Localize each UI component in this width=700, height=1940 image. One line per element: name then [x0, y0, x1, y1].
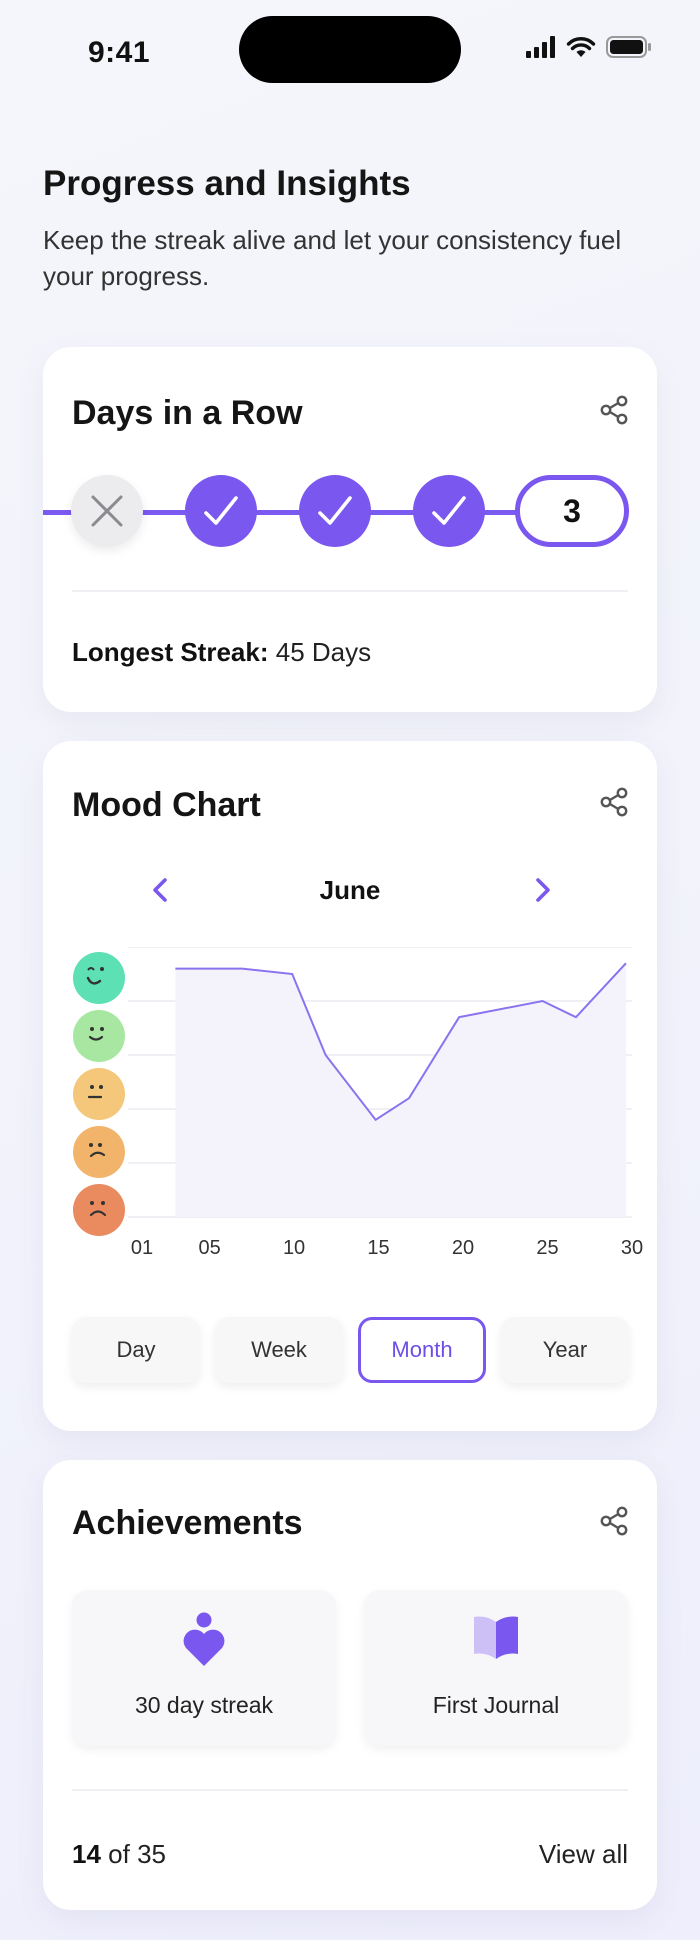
achievements-earned: 14	[72, 1839, 101, 1869]
longest-streak-value: 45 Days	[275, 637, 372, 667]
x-tick-label: 25	[536, 1237, 559, 1259]
x-tick-label: 10	[282, 1237, 306, 1259]
mood-card-title: Mood Chart	[72, 786, 261, 824]
achievements-count: 14 of 35	[72, 1839, 166, 1870]
battery-icon	[606, 36, 651, 58]
check-icon	[432, 496, 466, 525]
streak-heart-icon	[72, 1612, 336, 1668]
signal-icon	[526, 36, 555, 58]
status-icons	[526, 36, 652, 58]
achievement-label: First Journal	[432, 1692, 560, 1718]
mood-chart: 01 05 10 15 20 25 30	[72, 947, 643, 1259]
mood-chart-card: Mood Chart June	[43, 741, 657, 1431]
x-tick-label: 20	[451, 1237, 475, 1259]
sad-face-icon	[73, 1126, 125, 1178]
achievement-label: 30 day streak	[134, 1692, 274, 1718]
share-icon[interactable]	[599, 787, 629, 817]
mood-chart-plot	[128, 947, 632, 1218]
streak-track	[43, 510, 523, 515]
range-week-button[interactable]: Week	[215, 1317, 343, 1383]
achievements-title: Achievements	[72, 1504, 303, 1542]
x-tick-label: 15	[367, 1237, 390, 1259]
close-icon	[91, 495, 123, 527]
streak-card: Days in a Row 3 Longest Streak: 45 Days	[43, 347, 657, 712]
day-done-marker	[185, 475, 257, 547]
day-done-marker	[299, 475, 371, 547]
x-tick-label: 05	[198, 1237, 221, 1259]
very-sad-face-icon	[73, 1184, 125, 1236]
status-time: 9:41	[88, 36, 151, 69]
wifi-icon	[566, 37, 596, 57]
very-happy-face-icon	[73, 952, 125, 1004]
achievements-total: of 35	[108, 1839, 166, 1869]
current-streak-badge: 3	[515, 475, 629, 547]
mood-area	[175, 963, 626, 1217]
streak-card-title: Days in a Row	[72, 394, 303, 432]
book-icon	[364, 1612, 628, 1662]
chevron-right-icon[interactable]	[528, 873, 558, 907]
divider	[72, 590, 628, 592]
chevron-left-icon[interactable]	[145, 873, 175, 907]
view-all-link[interactable]: View all	[538, 1839, 628, 1869]
achievement-first-journal[interactable]: First Journal	[364, 1590, 628, 1746]
share-icon[interactable]	[599, 1506, 629, 1536]
achievements-card: Achievements 30 day streak First Journal…	[43, 1460, 657, 1910]
page-subtitle: Keep the streak alive and let your consi…	[43, 225, 622, 291]
dynamic-island	[239, 16, 461, 83]
month-navigator: June	[43, 871, 657, 911]
x-tick-label: 30	[620, 1237, 644, 1259]
check-icon	[318, 496, 352, 525]
range-month-button[interactable]: Month	[358, 1317, 486, 1383]
day-done-marker	[413, 475, 485, 547]
mood-line	[175, 962, 627, 1122]
longest-streak-label: Longest Streak:	[72, 637, 269, 667]
status-bar: 9:41	[0, 0, 700, 105]
day-missed-marker	[71, 475, 143, 547]
neutral-face-icon	[73, 1068, 125, 1120]
range-day-button[interactable]: Day	[72, 1317, 200, 1383]
x-tick-label: 01	[130, 1237, 154, 1259]
longest-streak: Longest Streak: 45 Days	[72, 637, 371, 668]
happy-face-icon	[73, 1010, 125, 1062]
share-icon[interactable]	[599, 395, 629, 425]
range-year-button[interactable]: Year	[501, 1317, 629, 1383]
divider	[72, 1789, 628, 1791]
achievement-30-day-streak[interactable]: 30 day streak	[72, 1590, 336, 1746]
month-label: June	[319, 875, 381, 905]
check-icon	[204, 496, 238, 525]
page-title: Progress and Insights	[43, 164, 411, 203]
